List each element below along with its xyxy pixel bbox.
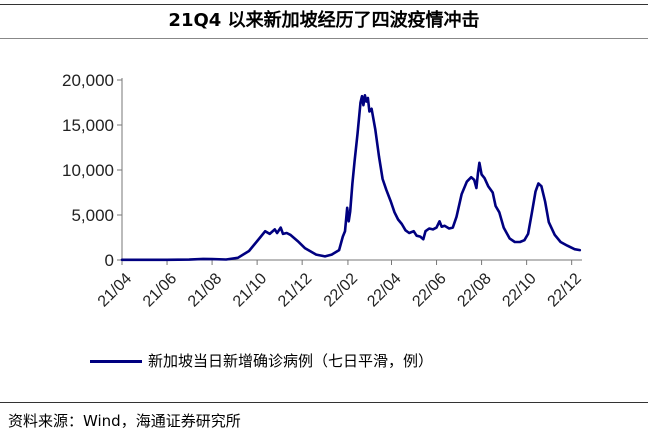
top-rule [0, 4, 648, 5]
x-tick-label: 21/04 [95, 270, 135, 310]
x-tick-label: 22/02 [321, 270, 361, 310]
chart-title: 21Q4 以来新加坡经历了四波疫情冲击 [168, 10, 480, 31]
title-underline [0, 38, 648, 39]
y-tick-label: 5,000 [71, 206, 114, 225]
x-tick-label: 22/12 [545, 270, 585, 310]
legend-line-swatch [90, 359, 142, 363]
source-note: 资料来源：Wind，海通证券研究所 [8, 412, 241, 430]
y-tick-label: 20,000 [62, 71, 114, 90]
x-tick-label: 21/12 [275, 270, 315, 310]
x-axis: 21/04 21/06 21/08 21/10 21/12 22/02 22/04 22/06… [95, 259, 585, 311]
x-tick-label: 21/06 [140, 270, 180, 310]
y-tick-label: 15,000 [62, 116, 114, 135]
y-tick-label: 10,000 [62, 161, 114, 180]
x-tick-label: 21/08 [185, 270, 225, 310]
legend-label: 新加坡当日新增确诊病例（七日平滑，例） [148, 352, 434, 370]
y-tick-label: 0 [105, 251, 114, 270]
line-chart: 0 5,000 10,000 15,000 20,000 21/04 21/06 21/08… [62, 71, 585, 311]
x-tick-label: 22/08 [454, 270, 494, 310]
series-line-0 [120, 94, 582, 262]
x-tick-label: 21/10 [230, 270, 270, 310]
x-tick-label: 22/10 [499, 270, 539, 310]
series-group [120, 94, 582, 262]
y-axis: 0 5,000 10,000 15,000 20,000 [62, 71, 123, 270]
x-tick-label: 22/06 [409, 270, 449, 310]
bottom-rule [0, 402, 648, 403]
x-tick-label: 22/04 [364, 270, 404, 310]
legend: 新加坡当日新增确诊病例（七日平滑，例） [90, 348, 433, 374]
